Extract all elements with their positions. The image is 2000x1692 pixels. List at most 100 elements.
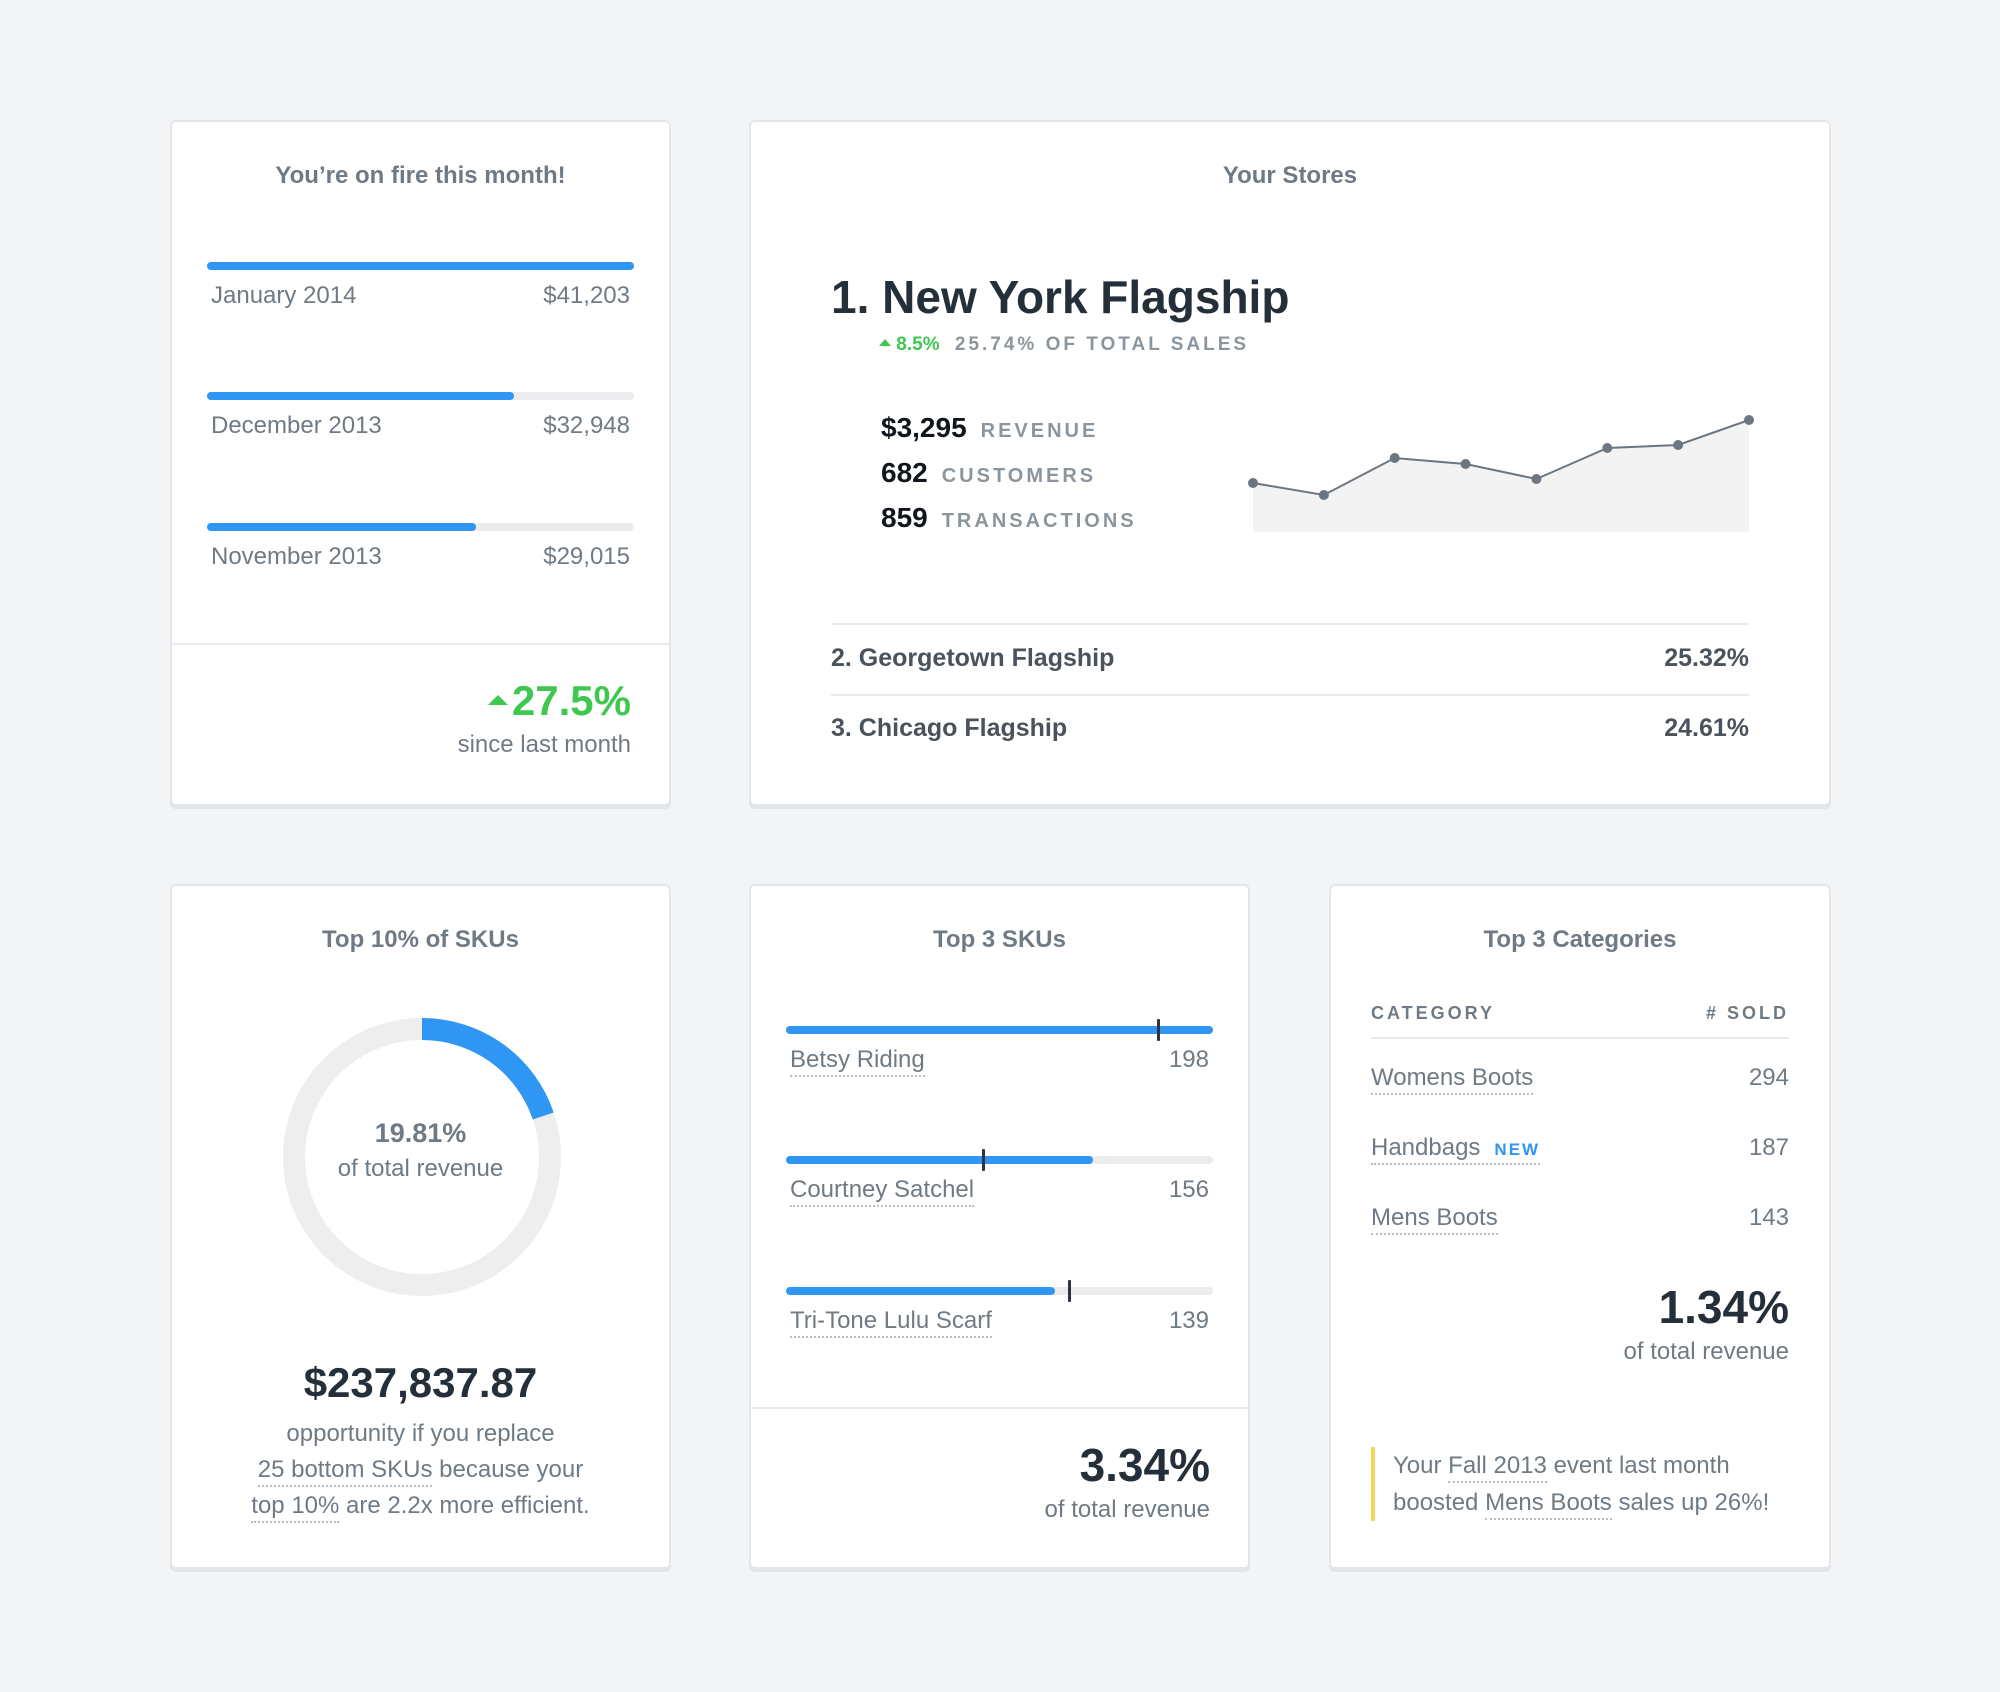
top-3-skus-card: Top 3 SKUs Betsy Riding 198 Courtney Sat…: [749, 884, 1250, 1569]
sparkline-point: [1248, 478, 1258, 488]
opportunity-amount: $237,837.87: [303, 1359, 538, 1406]
store-sparkline-chart: [1248, 415, 1754, 532]
progress-bar: [207, 262, 634, 270]
monthly-change: 27.5% since last month: [458, 677, 631, 759]
sku-count: 139: [1168, 1307, 1209, 1334]
category-sold: 294: [1748, 1064, 1789, 1091]
donut-arc: [421, 1018, 554, 1120]
target-marker: [1157, 1019, 1161, 1041]
store-row[interactable]: 3. Chicago Flagship 24.61%: [831, 714, 1749, 743]
category-header: CATEGORY: [1371, 1003, 1496, 1023]
category-table-header: CATEGORY # SOLD: [1371, 1003, 1789, 1039]
sparkline-point: [1460, 459, 1471, 469]
category-row: Womens Boots 294: [1371, 1064, 1789, 1095]
month-label: January 2014: [211, 282, 357, 309]
triangle-up-icon: [879, 339, 891, 347]
category-link[interactable]: Womens Boots: [1371, 1064, 1534, 1095]
sku-count: 156: [1168, 1176, 1209, 1203]
card-title: Your Stores: [1222, 162, 1358, 189]
store-list-divider: [831, 623, 1749, 625]
progress-bar: [786, 1019, 1213, 1041]
event-link[interactable]: Fall 2013: [1448, 1452, 1547, 1483]
progress-bar: [207, 523, 634, 531]
monthly-performance-card: You’re on fire this month! January 2014 …: [170, 120, 671, 806]
categories-percent: 1.34%: [1658, 1281, 1789, 1333]
store-row[interactable]: 2. Georgetown Flagship 25.32%: [831, 644, 1749, 673]
customers-stat: 682 CUSTOMERS: [881, 457, 1097, 488]
sku-name-link[interactable]: Courtney Satchel: [790, 1176, 975, 1207]
sparkline-point: [1744, 415, 1754, 425]
category-sold: 187: [1748, 1134, 1789, 1161]
change-value: 27.5%: [511, 677, 631, 724]
store-change: 8.5%: [896, 334, 940, 355]
donut-percent: 19.81%: [374, 1118, 467, 1148]
categories-caption: of total revenue: [1623, 1338, 1789, 1365]
month-value: $29,015: [543, 543, 630, 570]
sold-header: # SOLD: [1705, 1003, 1789, 1023]
target-marker: [982, 1149, 986, 1171]
top-store-meta: 8.5% 25.74% OF TOTAL SALES: [879, 334, 1249, 356]
new-badge: NEW: [1494, 1140, 1541, 1159]
sparkline-point: [1602, 443, 1613, 453]
transactions-stat: 859 TRANSACTIONS: [881, 502, 1137, 533]
store-list-divider: [831, 694, 1749, 696]
top-skus-percent-card: Top 10% of SKUs 19.81% of total revenue …: [170, 884, 671, 1569]
top-10-link[interactable]: top 10%: [251, 1492, 340, 1523]
target-marker: [1067, 1280, 1071, 1302]
category-link[interactable]: Handbags NEW: [1371, 1134, 1541, 1165]
sparkline-point: [1389, 453, 1400, 463]
progress-fill: [786, 1156, 1094, 1164]
sku-name-link[interactable]: Tri-Tone Lulu Scarf: [790, 1307, 992, 1338]
progress-bar: [786, 1149, 1213, 1171]
card-divider: [172, 643, 669, 645]
store-share: 25.32%: [1664, 644, 1749, 672]
category-link[interactable]: Mens Boots: [1485, 1489, 1612, 1520]
revenue-donut-chart: [283, 1018, 561, 1296]
card-title: Top 3 SKUs: [933, 926, 1066, 953]
donut-center: 19.81% of total revenue: [172, 1118, 669, 1183]
month-value: $32,948: [543, 412, 630, 439]
top-3-categories-card: Top 3 Categories CATEGORY # SOLD Womens …: [1329, 884, 1831, 1569]
progress-fill: [207, 523, 476, 531]
card-title: You’re on fire this month!: [275, 162, 566, 189]
stores-card: Your Stores 1. New York Flagship 8.5% 25…: [749, 120, 1831, 806]
change-caption: since last month: [457, 731, 631, 758]
sparkline-point: [1673, 440, 1684, 450]
progress-fill: [786, 1287, 1055, 1295]
progress-fill: [207, 262, 634, 270]
sku-name-link[interactable]: Betsy Riding: [790, 1046, 925, 1077]
sparkline-point: [1318, 490, 1329, 500]
card-divider: [751, 1407, 1248, 1409]
revenue-stat: $3,295 REVENUE: [881, 412, 1099, 443]
month-label: November 2013: [211, 543, 382, 570]
month-label: December 2013: [211, 412, 382, 439]
opportunity-description: opportunity if you replace 25 bottom SKU…: [172, 1416, 669, 1524]
store-name: 2. Georgetown Flagship: [831, 644, 1115, 672]
progress-fill: [786, 1026, 1213, 1034]
category-sold: 143: [1748, 1204, 1789, 1231]
sparkline-area: [1253, 420, 1749, 532]
month-value: $41,203: [543, 282, 630, 309]
store-share: 25.74% OF TOTAL SALES: [954, 334, 1250, 355]
top-store-name[interactable]: 1. New York Flagship: [831, 271, 1290, 323]
sku-count: 198: [1168, 1046, 1209, 1073]
categories-summary: 1.34% of total revenue: [1624, 1280, 1789, 1366]
progress-bar: [207, 392, 634, 400]
category-row: Handbags NEW 187: [1371, 1134, 1789, 1165]
sparkline-line: [1252, 419, 1750, 497]
skus-percent: 3.34%: [1079, 1439, 1210, 1491]
store-share: 24.61%: [1664, 714, 1749, 742]
insight-note: Your Fall 2013 event last month boosted …: [1371, 1447, 1809, 1521]
category-link[interactable]: Mens Boots: [1371, 1204, 1498, 1235]
progress-fill: [207, 392, 515, 400]
donut-caption: of total revenue: [337, 1155, 504, 1182]
progress-bar: [786, 1280, 1213, 1302]
skus-caption: of total revenue: [1044, 1496, 1210, 1523]
card-title: Top 10% of SKUs: [322, 926, 519, 953]
bottom-skus-link[interactable]: 25 bottom SKUs: [257, 1456, 433, 1487]
store-name: 3. Chicago Flagship: [831, 714, 1068, 742]
category-row: Mens Boots 143: [1371, 1204, 1789, 1235]
triangle-up-icon: [487, 694, 508, 705]
skus-summary: 3.34% of total revenue: [1045, 1438, 1210, 1524]
sparkline-point: [1531, 474, 1542, 484]
